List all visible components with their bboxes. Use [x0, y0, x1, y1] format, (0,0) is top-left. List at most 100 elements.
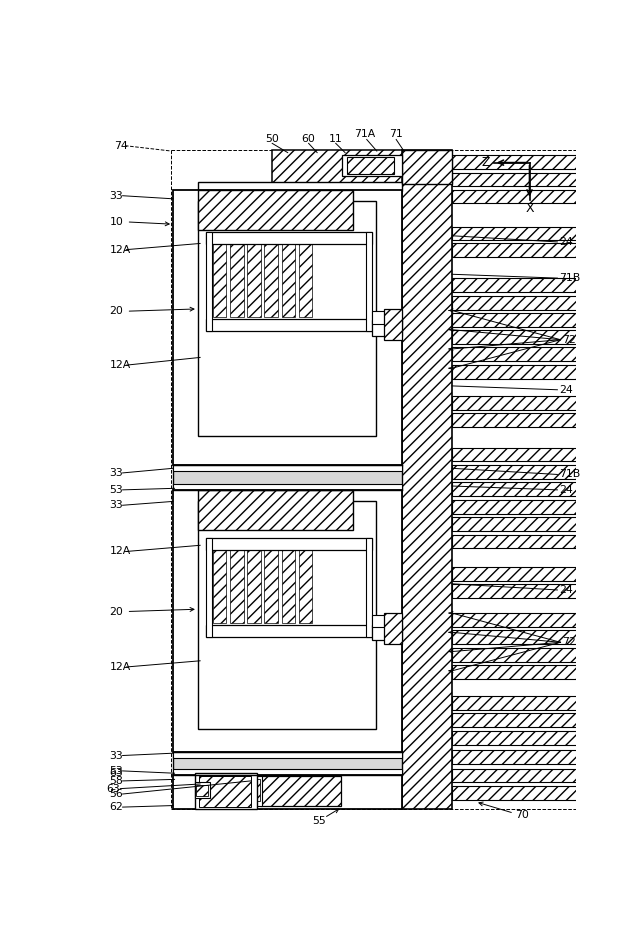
Bar — [205, 537, 212, 637]
Bar — [452, 365, 599, 379]
Text: 56: 56 — [109, 789, 123, 799]
Bar — [452, 713, 599, 727]
Bar — [248, 548, 260, 623]
Bar — [173, 751, 402, 758]
Bar — [452, 447, 599, 461]
Bar — [173, 490, 402, 751]
Text: 10: 10 — [109, 217, 124, 227]
Text: 33: 33 — [109, 500, 123, 510]
Bar — [298, 242, 312, 317]
Text: 24: 24 — [559, 385, 573, 395]
Bar — [198, 777, 252, 807]
Bar — [452, 768, 599, 782]
Bar — [452, 244, 599, 257]
Bar — [249, 779, 260, 801]
Bar — [452, 696, 599, 710]
Text: Z: Z — [482, 156, 490, 169]
Bar — [198, 201, 376, 436]
Bar — [452, 731, 599, 745]
Bar — [372, 625, 402, 640]
Text: 71B: 71B — [559, 469, 580, 479]
Bar — [452, 613, 599, 627]
Bar — [298, 548, 312, 623]
Bar — [366, 537, 372, 637]
Bar — [366, 232, 372, 331]
Bar — [384, 309, 402, 340]
Bar — [452, 155, 599, 169]
Text: 12A: 12A — [109, 245, 131, 254]
Bar — [452, 750, 599, 764]
Bar — [402, 149, 452, 184]
Bar — [342, 155, 402, 176]
Bar — [452, 189, 599, 204]
Bar — [195, 782, 210, 798]
Text: 60: 60 — [301, 134, 316, 144]
Bar — [452, 583, 599, 598]
Bar — [198, 502, 376, 729]
Bar — [372, 614, 402, 627]
Text: 24: 24 — [559, 485, 573, 495]
Text: 71A: 71A — [355, 129, 376, 139]
Bar — [282, 548, 294, 623]
Bar — [213, 548, 227, 623]
Text: 33: 33 — [109, 468, 123, 478]
Text: 71: 71 — [389, 129, 403, 139]
Bar — [213, 242, 227, 317]
Text: 20: 20 — [109, 306, 124, 316]
Bar — [452, 330, 599, 344]
Text: 55: 55 — [312, 816, 326, 826]
Bar — [264, 242, 278, 317]
Bar — [452, 500, 599, 514]
Bar — [348, 158, 394, 174]
Text: 72: 72 — [562, 335, 576, 344]
Bar — [452, 226, 599, 240]
Bar — [196, 785, 208, 795]
Bar — [452, 465, 599, 479]
Bar — [452, 535, 599, 549]
Bar — [452, 347, 599, 361]
Bar — [198, 189, 353, 230]
Text: 24: 24 — [559, 585, 573, 595]
Text: 74: 74 — [114, 141, 128, 151]
Text: 12A: 12A — [109, 360, 131, 371]
Bar — [246, 777, 262, 806]
Bar — [205, 319, 372, 331]
Bar — [282, 242, 294, 317]
Bar — [260, 777, 341, 806]
Bar — [248, 242, 260, 317]
Text: 11: 11 — [329, 134, 342, 144]
Bar — [452, 278, 599, 292]
Bar — [195, 773, 257, 809]
Text: 12A: 12A — [109, 547, 131, 556]
Bar — [230, 548, 244, 623]
Text: 71B: 71B — [559, 273, 580, 283]
Bar — [452, 648, 599, 661]
Text: 70: 70 — [515, 809, 529, 820]
Bar — [173, 768, 402, 775]
Text: 33: 33 — [109, 750, 123, 761]
Bar — [205, 625, 372, 637]
Bar — [452, 413, 599, 427]
Bar — [452, 312, 599, 326]
Text: 53: 53 — [109, 766, 123, 776]
Bar — [452, 665, 599, 679]
Bar — [205, 232, 372, 244]
Bar — [452, 396, 599, 410]
Bar — [173, 751, 402, 775]
Text: 33: 33 — [109, 190, 123, 201]
Bar — [173, 465, 402, 490]
Bar — [173, 775, 402, 809]
Text: 53: 53 — [109, 485, 123, 495]
Bar — [205, 232, 212, 331]
Bar — [452, 567, 599, 581]
Bar — [372, 311, 402, 324]
Bar — [272, 149, 402, 184]
Bar — [173, 465, 402, 472]
Bar — [198, 490, 353, 530]
Bar — [198, 182, 402, 191]
Text: 62: 62 — [109, 802, 123, 812]
Text: 12A: 12A — [109, 662, 131, 672]
Bar — [173, 484, 402, 490]
Bar — [402, 149, 452, 809]
Bar — [384, 613, 402, 643]
